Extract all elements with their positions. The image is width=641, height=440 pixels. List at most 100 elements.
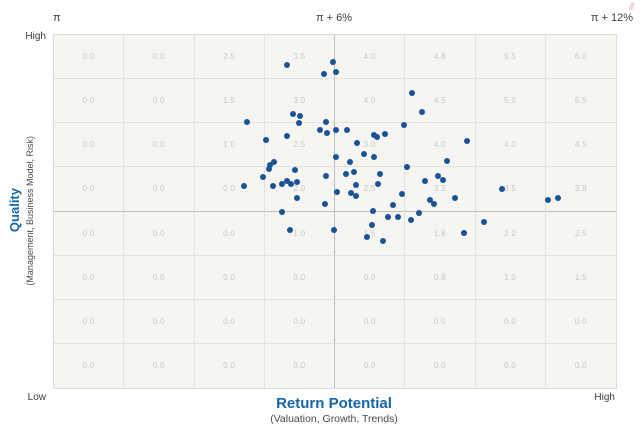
data-point [439, 177, 446, 184]
grid-cell-value: 0.0 [293, 361, 306, 371]
grid-cell-value: 5.5 [504, 52, 517, 62]
grid-cell: 2.5 [545, 212, 616, 256]
data-point [348, 190, 355, 197]
data-point [384, 214, 391, 221]
data-point [266, 161, 273, 168]
data-point [352, 182, 359, 189]
grid-cell: 0.0 [54, 35, 125, 80]
data-point [297, 112, 304, 119]
grid-cell-value: 0.0 [152, 52, 165, 62]
grid-cell: 2.5 [264, 123, 335, 168]
grid-cell: 0.0 [195, 343, 265, 388]
data-point [270, 183, 277, 190]
grid-cell-value: 3.5 [504, 184, 517, 194]
grid-cell-value: 0.0 [82, 184, 95, 194]
grid-cell-value: 4.5 [433, 96, 446, 106]
grid-cell: 2.5 [335, 167, 406, 212]
grid-cell-value: 3.5 [293, 52, 306, 62]
grid-cell: 5.5 [475, 35, 546, 80]
data-point [375, 180, 382, 187]
data-point [370, 208, 377, 215]
grid-cell: 0.0 [265, 343, 335, 388]
grid-cell-value: 4.8 [433, 52, 446, 62]
grid-cell-value: 0.0 [223, 272, 236, 282]
data-point [364, 233, 371, 240]
grid-cell-value: 2.5 [223, 52, 236, 62]
grid-cell-value: 0.0 [82, 52, 95, 62]
data-point [408, 89, 415, 96]
data-point [369, 221, 376, 228]
data-point [343, 171, 350, 178]
grid-cell-value: 0.0 [152, 316, 165, 326]
data-point [289, 111, 296, 118]
data-point [361, 150, 368, 157]
grid-cell: 0.0 [124, 123, 195, 168]
grid-cell: 2.2 [475, 211, 546, 256]
grid-cell: 0.0 [124, 343, 195, 388]
data-point [329, 58, 336, 65]
grid-cell: 4.0 [405, 123, 476, 168]
grid-cell: 0.0 [54, 255, 125, 300]
data-point [343, 126, 350, 133]
grid-cell-value: 0.0 [223, 228, 236, 238]
grid-cell-value: 0.0 [363, 316, 376, 326]
grid-cell: 0.0 [405, 343, 476, 388]
data-point [347, 159, 354, 166]
data-point [284, 178, 291, 185]
data-point [262, 136, 269, 143]
grid-cell: 1.0 [475, 255, 546, 300]
grid-cell-value: 0.0 [152, 140, 165, 150]
grid-cell: 5.5 [545, 79, 616, 124]
grid-cell: 0.0 [194, 299, 265, 344]
grid-cell-value: 0.0 [82, 228, 95, 238]
data-point [426, 196, 433, 203]
grid-cell: 0.0 [264, 255, 335, 300]
grid-cell: 0.0 [54, 343, 125, 388]
grid-cell: 0.0 [54, 211, 125, 256]
data-point [398, 190, 405, 197]
y-axis-high-label: High [25, 31, 46, 42]
grid-cell-value: 6.0 [574, 52, 587, 62]
x-axis-title: Return Potential [276, 395, 392, 412]
grid-cell-value: 1.0 [504, 272, 517, 282]
grid-cell: 0.0 [335, 299, 406, 344]
data-point [464, 137, 471, 144]
data-point [419, 108, 426, 115]
data-point [284, 62, 291, 68]
grid-cell-value: 0.0 [82, 361, 95, 371]
grid-cell: 0.0 [124, 255, 195, 300]
data-point [287, 226, 294, 233]
grid-cell: 4.0 [335, 79, 406, 124]
grid-cell: 4.5 [405, 79, 476, 124]
x-axis-subtitle: (Valuation, Growth, Trends) [270, 413, 398, 425]
grid-cell-value: 0.0 [152, 272, 165, 282]
data-point [498, 185, 505, 192]
grid-cell: 0.8 [405, 255, 476, 300]
data-point [323, 118, 329, 125]
data-point [379, 238, 386, 245]
grid-cell: 0.0 [124, 79, 195, 124]
data-point [460, 230, 467, 237]
grid-cell-value: 1.5 [223, 96, 236, 106]
grid-cell: 0.0 [475, 299, 546, 344]
grid-cell: 3.2 [405, 167, 476, 212]
grid-cell-value: 0.0 [504, 316, 517, 326]
capture-artifact-mark [628, 1, 636, 11]
data-point [430, 201, 437, 208]
data-point [544, 196, 551, 203]
grid-cell-value: 2.5 [363, 184, 376, 194]
data-point [333, 154, 340, 161]
grid-cell-value: 1.0 [293, 228, 306, 238]
grid-cell: 1.8 [405, 211, 476, 256]
reference-line-labels: π π + 6% π + 12% [53, 12, 633, 30]
data-point [415, 209, 422, 216]
grid-cell-value: 0.0 [363, 272, 376, 282]
data-point [555, 195, 562, 202]
grid-cell-value: 1.5 [574, 272, 587, 282]
grid-cell-value: 0.0 [152, 96, 165, 106]
grid-cell-value: 0.0 [82, 140, 95, 150]
data-point [293, 178, 300, 185]
data-point [330, 226, 337, 233]
grid-cell-value: 2.5 [293, 140, 306, 150]
